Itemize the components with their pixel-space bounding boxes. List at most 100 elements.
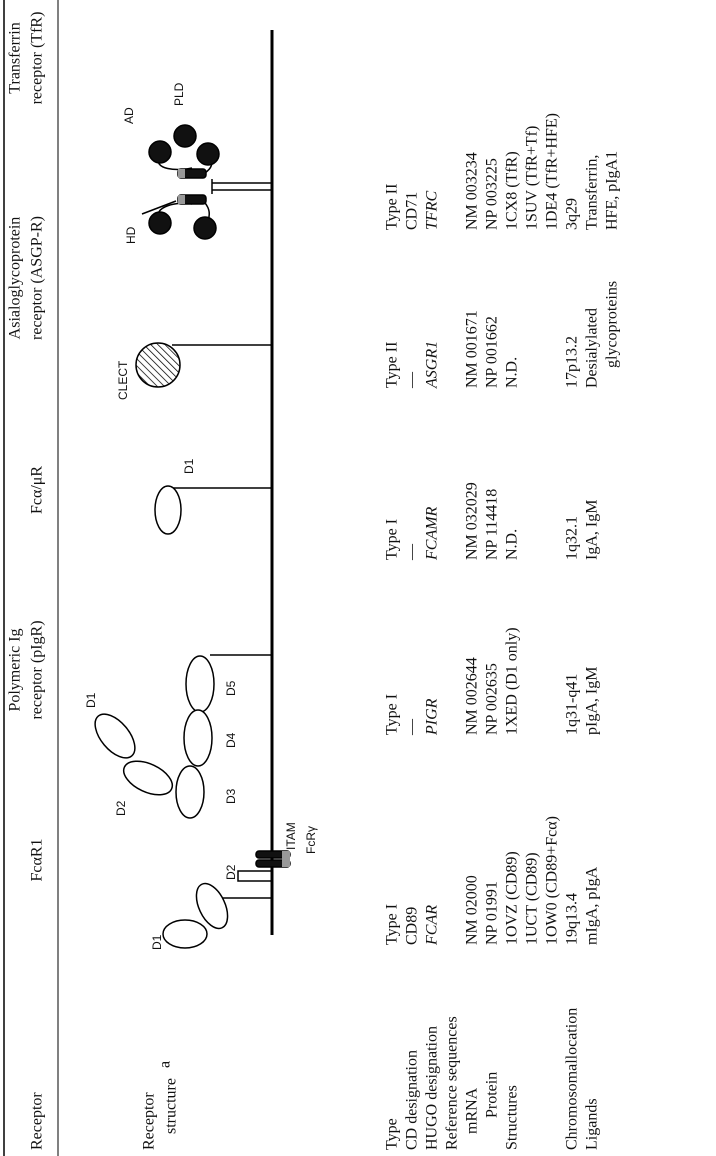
row-label: Chromosomallocation <box>564 1008 581 1150</box>
cell-protein: NP 001662 <box>484 316 501 388</box>
diagram-shape <box>196 142 220 166</box>
cell-mrna: NM 001671 <box>464 310 481 388</box>
footnote-marker: a <box>157 1061 174 1068</box>
diagram-shape <box>178 195 185 204</box>
cell-type: Type I <box>384 694 401 735</box>
diagram-shape <box>178 169 185 178</box>
diagram-shape <box>185 655 215 713</box>
row-label: mRNA <box>464 1087 481 1134</box>
diagram-label: D2 <box>114 800 128 816</box>
cell-mrna: NM 003234 <box>464 152 481 230</box>
cell-ligand: Desialylated <box>584 308 601 388</box>
cell-structure: 1DE4 (TfR+HFE) <box>544 113 561 230</box>
diagram-shape <box>94 713 136 759</box>
diagram-shape <box>141 200 177 215</box>
cell-structure: N.D. <box>504 357 521 388</box>
diagram-label: D1 <box>150 934 164 950</box>
cell-ligand: Transferrin, <box>584 155 601 230</box>
diagram-shape <box>162 919 208 949</box>
cell-cd: CD71 <box>404 192 421 230</box>
cell-type: Type I <box>384 519 401 560</box>
cell-mrna: NM 002644 <box>464 657 481 735</box>
diagram-shape <box>175 765 205 819</box>
diagram-shape <box>122 760 174 796</box>
diagram-label: HD <box>124 226 138 244</box>
cell-hugo: TFRC <box>424 191 441 230</box>
cell-mrna: NM 032029 <box>464 482 481 560</box>
cell-protein: NP 114418 <box>484 489 501 560</box>
diagram-label: ITAM <box>284 822 298 850</box>
diagram-shape <box>193 216 217 240</box>
header-cell: Asialoglycoprotein <box>7 217 24 340</box>
diagram-label: D5 <box>224 680 238 696</box>
header-cell: Fcα/μR <box>29 466 46 514</box>
header-cell: Receptor <box>29 1092 46 1150</box>
cell-type: Type II <box>384 184 401 230</box>
cell-mrna: NM 02000 <box>464 875 481 945</box>
diagram-label: PLD <box>172 82 186 106</box>
cell-chromosome: 1q32.1 <box>564 516 581 560</box>
cell-structure: 1OVZ (CD89) <box>504 851 521 945</box>
row-label: Reference sequences <box>444 1016 461 1150</box>
cell-hugo: FCAMR <box>424 506 441 561</box>
diagram-shape <box>195 882 229 930</box>
diagram-shape <box>157 153 213 227</box>
header-cell: FcαR1 <box>29 838 46 881</box>
cell-cd: — <box>404 371 421 389</box>
header-cell: receptor (pIgR) <box>29 620 46 719</box>
cell-cd: CD89 <box>404 907 421 945</box>
cell-cd: — <box>404 718 421 736</box>
diagram-shape <box>237 870 272 882</box>
diagram-label: D1 <box>84 692 98 708</box>
cell-structure: 1XED (D1 only) <box>504 627 521 735</box>
row-label: HUGO designation <box>424 1026 441 1150</box>
cell-protein: NP 01991 <box>484 881 501 945</box>
cell-ligand: HFE, pIgA1 <box>604 151 621 230</box>
cell-type: Type II <box>384 342 401 388</box>
row-label: CD designation <box>404 1050 421 1150</box>
cell-chromosome: 1q31-q41 <box>564 674 581 735</box>
diagram-shape <box>183 709 213 767</box>
cell-hugo: FCAR <box>424 905 441 946</box>
diagram-label: CLECT <box>116 360 130 400</box>
cell-structure: 1UCT (CD89) <box>524 852 541 945</box>
cell-cd: — <box>404 543 421 561</box>
structure-diagram <box>3 0 291 1156</box>
diagram-shape <box>282 851 290 867</box>
cell-structure: 1OW0 (CD89+Fcα) <box>544 816 561 945</box>
diagram-shape <box>148 211 172 235</box>
diagram-shape <box>154 485 182 535</box>
cell-protein: NP 002635 <box>484 663 501 735</box>
cell-protein: NP 003225 <box>484 158 501 230</box>
diagram-label: D2 <box>224 864 238 880</box>
diagram-shape <box>173 124 197 148</box>
cell-structure: 1SUV (TfR+Tf) <box>524 126 541 230</box>
cell-hugo: PIGR <box>424 698 441 736</box>
row-label: Structures <box>504 1085 521 1150</box>
row-label: Type <box>384 1118 401 1150</box>
row-label: Protein <box>484 1072 501 1118</box>
diagram-label: D4 <box>224 732 238 748</box>
row-label: Ligands <box>584 1098 601 1150</box>
cell-ligand: IgA, IgM <box>584 500 601 560</box>
cell-chromosome: 17p13.2 <box>564 336 581 388</box>
row-label: Receptor <box>141 1092 158 1150</box>
header-cell: receptor (TfR) <box>29 12 46 105</box>
cell-ligand: glycoproteins <box>604 281 621 368</box>
cell-structure: 1CX8 (TfR) <box>504 151 521 230</box>
row-label: structure <box>163 1078 180 1134</box>
header-cell: Transferrin <box>7 22 24 93</box>
diagram-label: D1 <box>182 458 196 474</box>
cell-chromosome: 3q29 <box>564 198 581 230</box>
diagram-label: FcRγ <box>304 826 318 854</box>
cell-ligand: mIgA, pIgA <box>584 866 601 945</box>
header-cell: receptor (ASGP-R) <box>29 216 46 340</box>
cell-ligand: pIgA, IgM <box>584 667 601 735</box>
cell-structure: N.D. <box>504 529 521 560</box>
cell-type: Type I <box>384 904 401 945</box>
diagram-label: AD <box>122 107 136 124</box>
header-cell: Polymeric Ig <box>7 628 24 711</box>
diagram-label: D3 <box>224 788 238 804</box>
